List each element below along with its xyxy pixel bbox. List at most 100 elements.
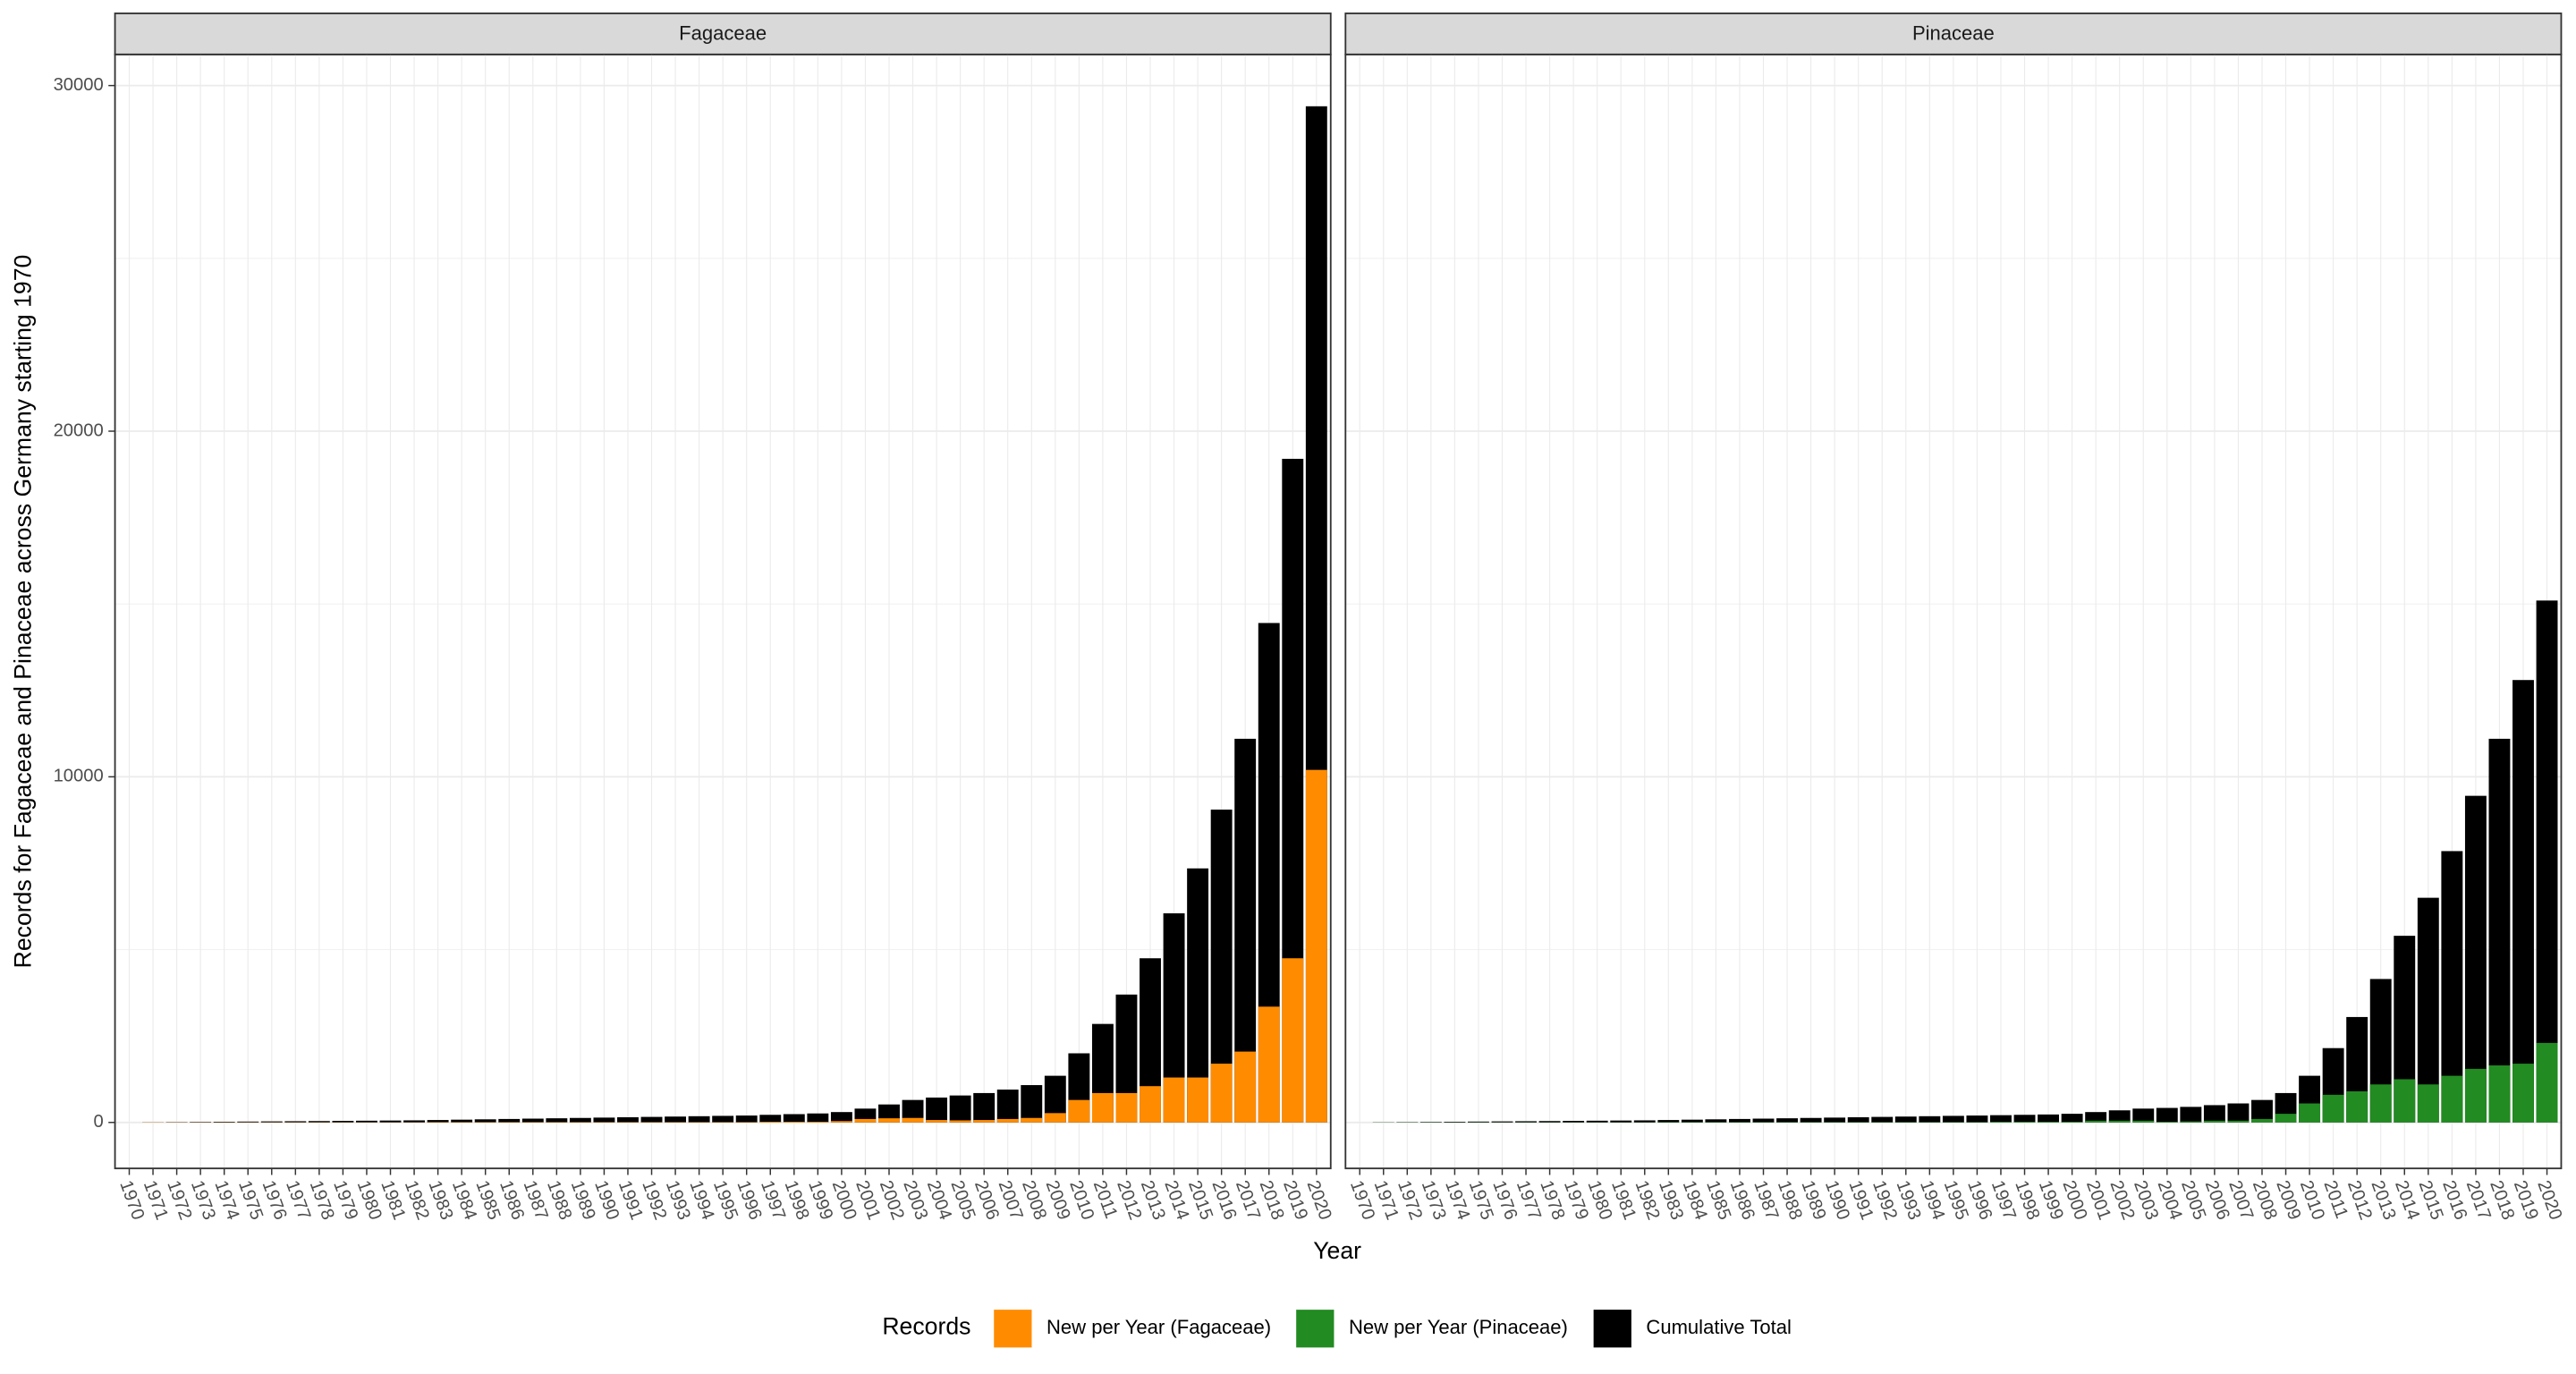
bar bbox=[2512, 680, 2534, 1123]
bar bbox=[1282, 458, 1304, 1123]
bar bbox=[1491, 1121, 1513, 1123]
bar bbox=[1140, 1086, 1161, 1123]
bar bbox=[284, 1121, 307, 1123]
legend-key bbox=[994, 1310, 1032, 1348]
bar bbox=[1163, 1077, 1185, 1123]
bar bbox=[379, 1120, 402, 1123]
bar bbox=[2251, 1099, 2273, 1123]
bar bbox=[1115, 994, 1138, 1123]
bar bbox=[1824, 1117, 1846, 1123]
bar bbox=[1044, 1075, 1066, 1123]
bar bbox=[427, 1120, 449, 1123]
bar bbox=[2132, 1120, 2155, 1123]
bar bbox=[2322, 1094, 2344, 1123]
bar bbox=[926, 1120, 948, 1123]
bar bbox=[1210, 1064, 1233, 1123]
legend-key bbox=[1296, 1310, 1335, 1348]
legend-label: New per Year (Fagaceae) bbox=[1046, 1316, 1271, 1338]
bar bbox=[2203, 1120, 2225, 1123]
bar bbox=[1729, 1118, 1750, 1123]
bar bbox=[356, 1120, 377, 1123]
bar bbox=[854, 1118, 877, 1123]
bar bbox=[1021, 1085, 1043, 1123]
bar bbox=[2061, 1114, 2083, 1123]
bar bbox=[1163, 913, 1185, 1123]
bar bbox=[735, 1115, 758, 1123]
bar bbox=[759, 1122, 782, 1123]
bar bbox=[2061, 1122, 2083, 1123]
y-tick-label: 20000 bbox=[54, 420, 104, 440]
facet-title: Fagaceae bbox=[679, 22, 767, 45]
bar bbox=[2488, 1065, 2511, 1123]
bar bbox=[1187, 868, 1209, 1123]
bar bbox=[2512, 1064, 2534, 1123]
bar bbox=[2180, 1107, 2202, 1123]
bar bbox=[712, 1115, 734, 1123]
bar bbox=[2488, 738, 2511, 1123]
bar bbox=[996, 1118, 1019, 1123]
bar bbox=[2394, 1079, 2416, 1123]
y-axis-title: Records for Fagaceae and Pinaceae across… bbox=[10, 255, 37, 969]
bar bbox=[1776, 1118, 1798, 1123]
bar bbox=[2108, 1110, 2131, 1123]
bar bbox=[1021, 1117, 1043, 1123]
bar bbox=[807, 1122, 829, 1123]
bar bbox=[1942, 1115, 1964, 1123]
bar bbox=[1990, 1122, 2012, 1123]
bar bbox=[2156, 1107, 2178, 1123]
bar bbox=[190, 1122, 212, 1123]
bar bbox=[1633, 1120, 1656, 1123]
bar bbox=[665, 1116, 687, 1123]
bar bbox=[902, 1099, 924, 1123]
bar bbox=[926, 1097, 948, 1123]
bar bbox=[759, 1115, 782, 1123]
x-axis-title: Year bbox=[1313, 1237, 1361, 1264]
bar bbox=[949, 1095, 971, 1123]
bar bbox=[2013, 1115, 2036, 1123]
bar bbox=[2417, 897, 2439, 1123]
bar bbox=[260, 1121, 283, 1123]
bar bbox=[996, 1090, 1019, 1123]
y-tick-label: 0 bbox=[93, 1112, 103, 1132]
bar bbox=[332, 1121, 354, 1123]
bar bbox=[949, 1120, 971, 1123]
bar bbox=[2417, 1084, 2439, 1123]
bar bbox=[2464, 795, 2487, 1123]
facet-strip bbox=[1344, 13, 2563, 55]
bar bbox=[1681, 1119, 1703, 1123]
bar bbox=[973, 1092, 996, 1123]
bar bbox=[2346, 1091, 2368, 1123]
bar bbox=[2251, 1118, 2273, 1123]
bar bbox=[1419, 1122, 1442, 1123]
legend-label: Cumulative Total bbox=[1646, 1316, 1791, 1338]
bar bbox=[2085, 1120, 2107, 1123]
bar bbox=[2536, 600, 2558, 1123]
bar bbox=[1657, 1120, 1680, 1123]
bar bbox=[308, 1121, 330, 1123]
bar bbox=[617, 1116, 639, 1123]
bar bbox=[807, 1113, 829, 1123]
bar bbox=[1068, 1099, 1090, 1123]
bar bbox=[1234, 738, 1257, 1123]
bar bbox=[1468, 1121, 1489, 1123]
bar bbox=[1990, 1115, 2012, 1123]
bar bbox=[688, 1115, 710, 1123]
bar bbox=[830, 1112, 852, 1123]
bar bbox=[783, 1122, 805, 1123]
bar bbox=[1847, 1116, 1869, 1123]
bar bbox=[1044, 1113, 1066, 1123]
bar bbox=[213, 1122, 235, 1123]
bar bbox=[1705, 1119, 1727, 1123]
bar bbox=[1610, 1120, 1632, 1123]
bar bbox=[1894, 1116, 1917, 1123]
bar bbox=[1538, 1121, 1561, 1123]
bar bbox=[878, 1104, 900, 1123]
legend-label: New per Year (Pinaceae) bbox=[1349, 1316, 1568, 1338]
bar bbox=[2108, 1120, 2131, 1123]
bar bbox=[593, 1117, 615, 1123]
bar bbox=[973, 1120, 996, 1123]
bar bbox=[2180, 1121, 2202, 1123]
bar bbox=[2227, 1103, 2250, 1123]
